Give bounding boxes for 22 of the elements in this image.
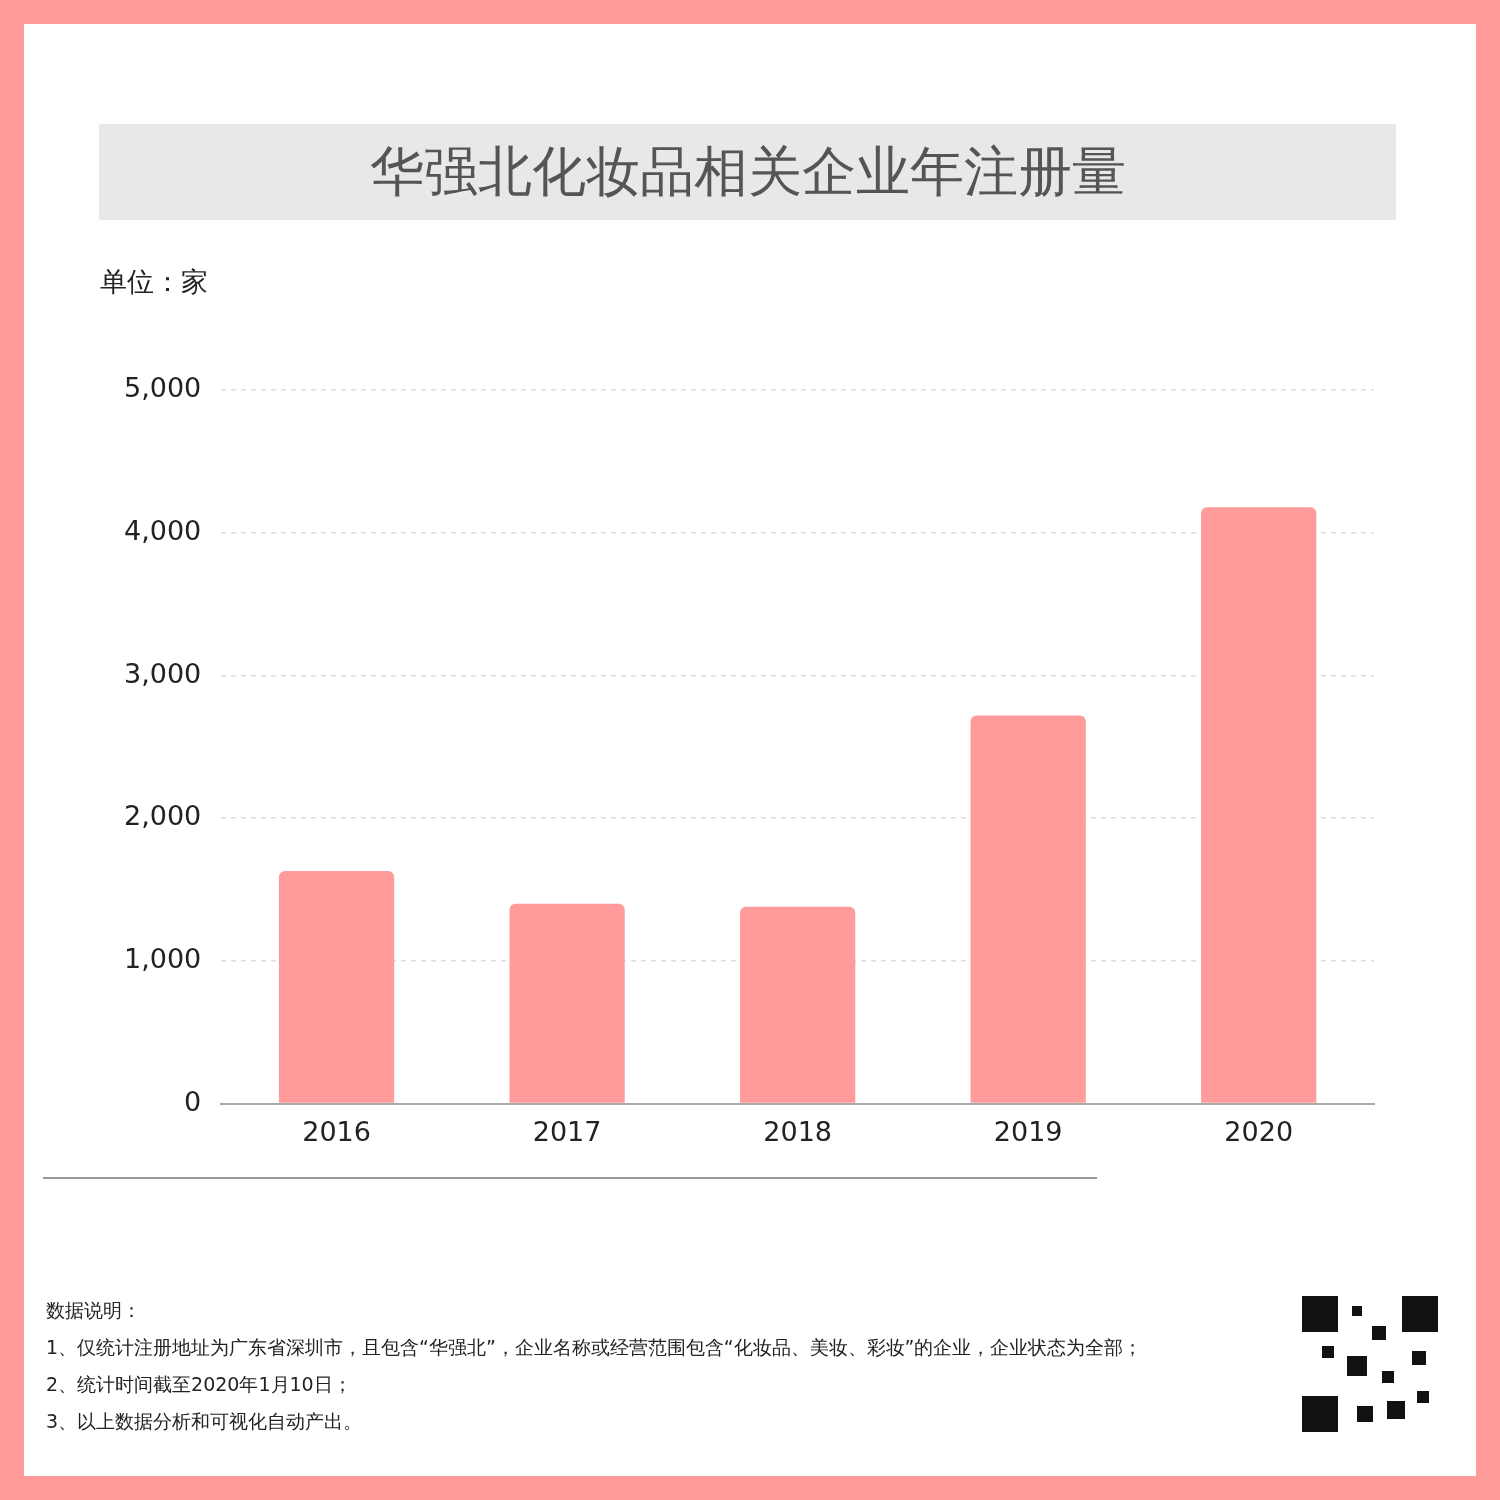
bar: [278, 871, 395, 1103]
y-tick-label: 5,000: [124, 372, 202, 404]
chart-title: 华强北化妆品相关企业年注册量: [99, 124, 1396, 220]
bar: [1201, 507, 1317, 1103]
x-tick-label: 2017: [532, 1115, 602, 1147]
bar: [740, 906, 856, 1103]
text: 3、以上数据分析和可视化自动产出。: [46, 1409, 364, 1434]
text: 数据说明：: [46, 1298, 142, 1323]
x-tick-label: 2020: [1224, 1115, 1294, 1147]
y-tick-label: 3,000: [124, 657, 202, 689]
y-axis-title: 单位：家: [100, 265, 208, 299]
bar: [509, 903, 625, 1103]
x-tick-label: 2018: [763, 1115, 833, 1147]
text: 2、统计时间截至2020年1月10日；: [46, 1372, 353, 1397]
y-tick-label: 1,000: [124, 942, 202, 974]
bar: [970, 715, 1086, 1103]
y-tick-label: 2,000: [124, 800, 202, 832]
y-tick-label: 0: [184, 1085, 202, 1117]
x-tick-label: 2016: [302, 1115, 371, 1147]
y-tick-label: 4,000: [124, 514, 202, 546]
x-tick-label: 2019: [993, 1115, 1063, 1147]
text: 1、仅统计注册地址为广东省深圳市，且包含“华强北”，企业名称或经营范围包含“化妆品、美妆、彩妆”的企业，企业状态为全部；: [46, 1335, 1143, 1360]
